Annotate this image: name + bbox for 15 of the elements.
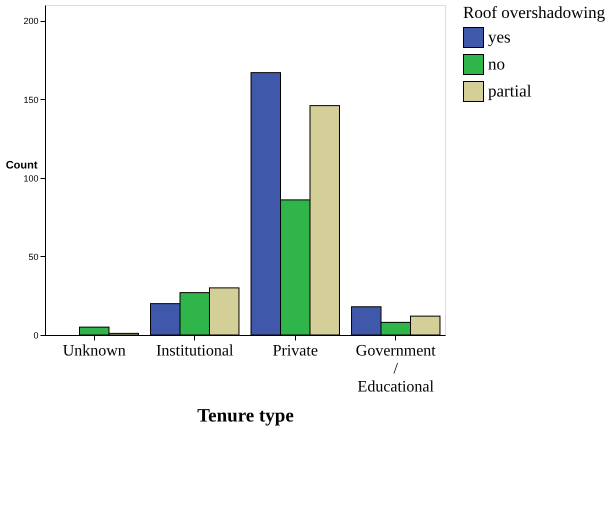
legend-title: Roof overshadowing [463, 3, 606, 22]
x-tick-label: Government / Educational [356, 342, 436, 396]
y-tick-label: 200 [23, 16, 38, 26]
y-axis-title: Count [6, 160, 38, 172]
x-tick-label: Private [272, 342, 318, 360]
y-tick-label: 150 [23, 94, 38, 105]
y-tick-label: 0 [33, 330, 38, 340]
y-tick-label: 50 [28, 252, 38, 262]
x-tick-label: Institutional [156, 342, 234, 360]
legend-label: partial [488, 82, 532, 100]
y-tick-label: 100 [23, 173, 38, 184]
x-tick-label: Unknown [62, 342, 126, 360]
legend-label: no [488, 54, 505, 74]
legend-label: yes [488, 28, 511, 46]
x-axis-title: Tenure type [197, 406, 294, 426]
